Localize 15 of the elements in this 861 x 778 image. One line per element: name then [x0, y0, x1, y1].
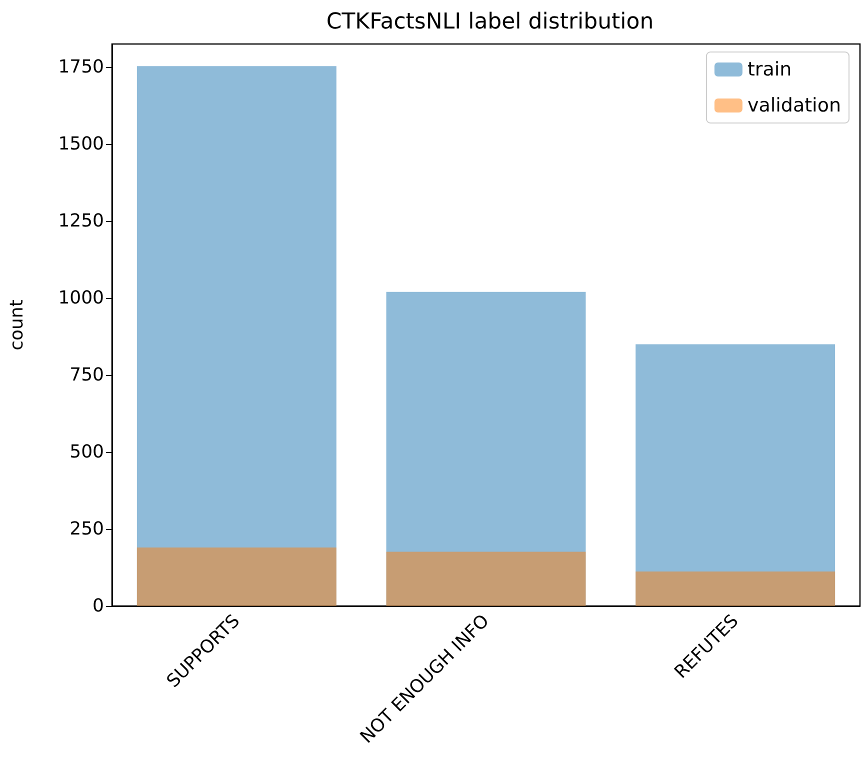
bar [386, 552, 586, 606]
y-tick-label: 1500 [58, 134, 104, 155]
chart-title: CTKFactsNLI label distribution [326, 10, 654, 34]
y-tick-label: 1750 [58, 56, 104, 78]
y-tick-label: 500 [70, 442, 104, 463]
y-tick-label: 0 [92, 596, 104, 616]
y-tick-label: 1250 [58, 210, 104, 232]
y-axis-title: count [6, 300, 28, 350]
legend-label: train [747, 58, 792, 80]
y-tick-label: 250 [70, 518, 104, 540]
y-tick-label: 750 [70, 364, 104, 386]
y-tick-label: 1000 [58, 288, 104, 309]
bar [636, 572, 836, 606]
bar [136, 547, 336, 606]
legend-label: validation [747, 94, 842, 116]
